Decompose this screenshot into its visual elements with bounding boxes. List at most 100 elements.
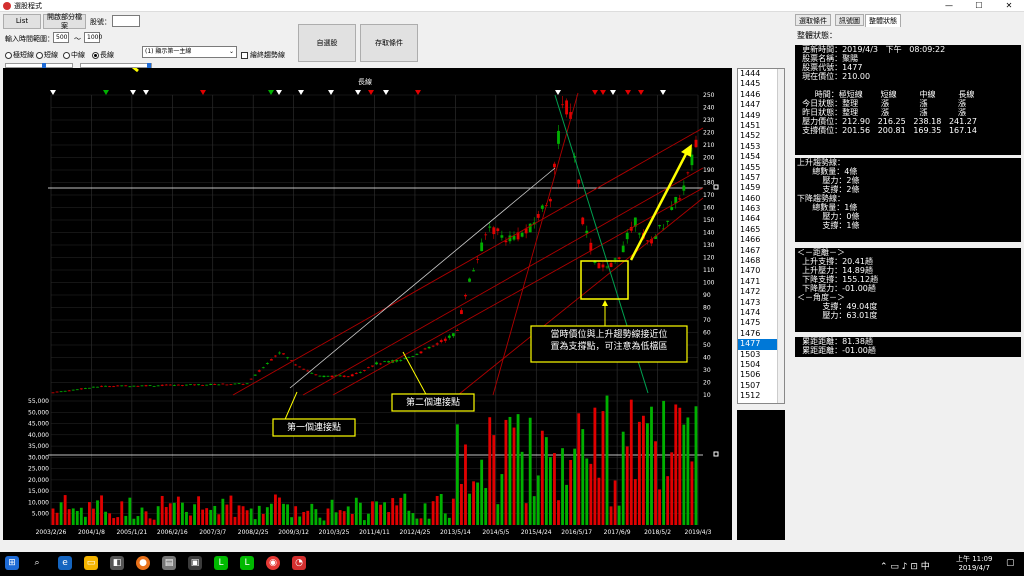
- price-tick-label: 160: [703, 205, 715, 212]
- stock-list-lower: [737, 410, 785, 540]
- volume-bar: [431, 501, 435, 525]
- stock-no-input[interactable]: [112, 15, 140, 27]
- volume-bar: [544, 437, 548, 525]
- stock-list-item[interactable]: 1451: [740, 120, 761, 130]
- stock-list-item[interactable]: 1472: [740, 287, 761, 297]
- close-button[interactable]: ✕: [1005, 1, 1013, 10]
- volume-bar: [589, 463, 593, 525]
- stock-list-item[interactable]: 1447: [740, 100, 761, 110]
- stock-list-item[interactable]: 1503: [740, 349, 761, 359]
- candle-body: [423, 348, 427, 350]
- volume-bar: [379, 504, 382, 525]
- stock-list-item[interactable]: 1473: [740, 297, 761, 307]
- stock-list-item[interactable]: 1457: [740, 172, 761, 182]
- stock-list-item[interactable]: 1454: [740, 152, 761, 162]
- candle-body: [189, 384, 192, 386]
- candle-body: [290, 360, 294, 362]
- printer-icon[interactable]: ▤: [162, 556, 176, 570]
- select-stock-button[interactable]: 自選股: [298, 24, 356, 62]
- store-icon[interactable]: ◧: [110, 556, 124, 570]
- tab-select-conditions[interactable]: 選取條件: [795, 14, 831, 26]
- tab-overall-status[interactable]: 整體狀態: [865, 14, 901, 27]
- notification-icon[interactable]: ▢: [1006, 558, 1015, 568]
- volume-bar: [629, 399, 633, 525]
- stock-list-item[interactable]: 1449: [740, 110, 761, 120]
- volume-tick-label: 40,000: [28, 432, 49, 439]
- candle-body: [294, 364, 298, 366]
- list-button[interactable]: List: [3, 14, 41, 29]
- stock-list-item[interactable]: 1507: [740, 380, 761, 390]
- stock-list-item[interactable]: 1477: [738, 339, 784, 350]
- maximize-button[interactable]: ☐: [975, 1, 983, 10]
- stock-list-item[interactable]: 1446: [740, 89, 761, 99]
- stock-list-item[interactable]: 1453: [740, 141, 761, 151]
- save-conditions-button[interactable]: 存取條件: [360, 24, 418, 62]
- radio-short[interactable]: 短線: [36, 50, 58, 60]
- price-tick-label: 180: [703, 180, 715, 187]
- volume-bar: [67, 509, 71, 525]
- volume-bar: [96, 500, 99, 525]
- volume-bar: [646, 423, 649, 525]
- price-tick-label: 210: [703, 142, 715, 149]
- volume-bar: [362, 520, 366, 525]
- candle-body: [322, 375, 326, 378]
- volume-bar: [148, 518, 152, 525]
- period-to-input[interactable]: 1000: [84, 32, 102, 43]
- stock-list[interactable]: 1444 1445 1446 1447 1449 1451 1452 1453 1454 1455…: [737, 68, 785, 404]
- volume-tick-label: 20,000: [28, 477, 49, 484]
- stock-list-item[interactable]: 1459: [740, 183, 761, 193]
- stock-list-item[interactable]: 1452: [740, 131, 761, 141]
- firefox-icon[interactable]: ●: [136, 556, 150, 570]
- volume-bar: [573, 448, 577, 525]
- candle-body: [419, 351, 423, 354]
- stock-list-item[interactable]: 1476: [740, 328, 761, 338]
- stock-list-item[interactable]: 1474: [740, 307, 761, 317]
- stock-list-item[interactable]: 1471: [740, 276, 761, 286]
- stock-list-item[interactable]: 1467: [740, 245, 761, 255]
- stock-list-item[interactable]: 1466: [740, 235, 761, 245]
- stock-app-icon[interactable]: ◔: [292, 556, 306, 570]
- edge-icon[interactable]: e: [58, 556, 72, 570]
- radio-long[interactable]: 長線: [92, 50, 114, 60]
- stock-list-item[interactable]: 1455: [740, 162, 761, 172]
- stock-list-item[interactable]: 1468: [740, 256, 761, 266]
- stock-list-item[interactable]: 1465: [740, 224, 761, 234]
- list-scrollbar[interactable]: [777, 69, 784, 403]
- mainline-select[interactable]: (1) 顯示第一主線 ⌄: [142, 46, 237, 58]
- windows-start-icon[interactable]: ⊞: [5, 556, 19, 570]
- radio-mid[interactable]: 中線: [63, 50, 85, 60]
- signal-triangle: [638, 90, 644, 95]
- date-tick-label: 2019/4/3: [685, 529, 712, 536]
- volume-bar: [193, 504, 196, 525]
- stock-list-item[interactable]: 1470: [740, 266, 761, 276]
- open-partial-file-button[interactable]: 開啟部分檔案: [43, 13, 86, 30]
- range-slider-2[interactable]: [80, 63, 152, 69]
- stock-list-item[interactable]: 1445: [740, 79, 761, 89]
- stock-list-item[interactable]: 1506: [740, 370, 761, 380]
- period-from-input[interactable]: 500: [53, 32, 69, 43]
- slider-thumb[interactable]: [147, 63, 151, 69]
- stock-list-item[interactable]: 1512: [740, 391, 761, 401]
- media-icon[interactable]: ▣: [188, 556, 202, 570]
- minimize-button[interactable]: —: [945, 1, 953, 10]
- stock-list-item[interactable]: 1464: [740, 214, 761, 224]
- tab-signal-chart[interactable]: 訊號圖: [835, 14, 864, 26]
- stock-list-item[interactable]: 1504: [740, 359, 761, 369]
- stock-list-item[interactable]: 1444: [740, 69, 761, 78]
- chrome-icon[interactable]: ◉: [266, 556, 280, 570]
- trend-line-checkbox[interactable]: 繪終趨勢線: [241, 50, 285, 60]
- range-slider-1[interactable]: [5, 63, 73, 69]
- stock-list-item[interactable]: 1463: [740, 204, 761, 214]
- candle-body: [411, 356, 415, 357]
- line-icon[interactable]: L: [214, 556, 228, 570]
- radio-very-short[interactable]: 極短線: [5, 50, 34, 60]
- stock-list-item[interactable]: 1460: [740, 193, 761, 203]
- stock-list-item[interactable]: 1475: [740, 318, 761, 328]
- search-icon[interactable]: ⌕: [34, 558, 40, 568]
- candle-body: [265, 362, 269, 364]
- slider-thumb[interactable]: [42, 63, 46, 69]
- volume-bar: [342, 511, 346, 525]
- volume-bar: [443, 513, 447, 525]
- file-explorer-icon[interactable]: ▭: [84, 556, 98, 570]
- line-icon-2[interactable]: L: [240, 556, 254, 570]
